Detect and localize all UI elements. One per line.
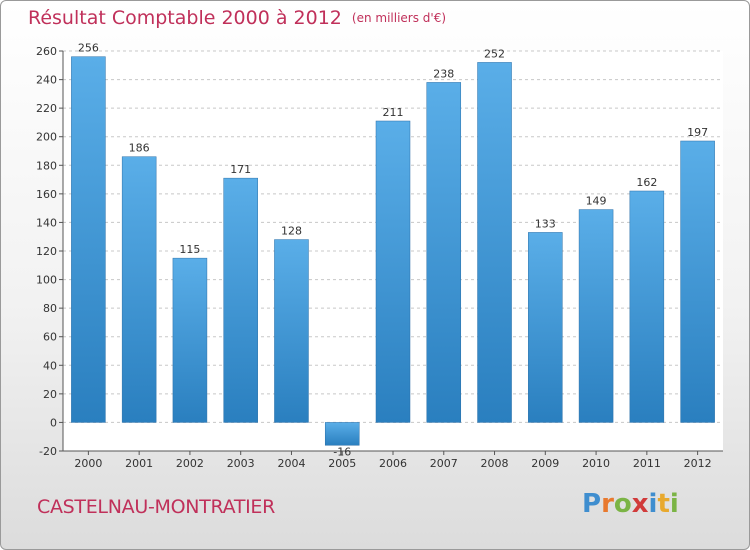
- y-tick-label: 240: [36, 74, 57, 87]
- logo-letter: o: [613, 489, 632, 519]
- data-label: 256: [78, 42, 99, 55]
- logo-letter: t: [657, 489, 670, 519]
- bar: [528, 232, 563, 423]
- y-tick-label: 180: [36, 159, 57, 172]
- x-tick-label: 2007: [430, 457, 458, 470]
- x-tick-label: 2000: [74, 457, 102, 470]
- chart-title: Résultat Comptable 2000 à 2012 (en millie…: [28, 7, 446, 29]
- y-tick-label: -20: [39, 445, 57, 458]
- x-tick-label: 2010: [582, 457, 610, 470]
- x-tick-label: 2008: [481, 457, 509, 470]
- bar: [477, 62, 512, 423]
- y-tick-label: 120: [36, 245, 57, 258]
- y-tick-label: 260: [36, 45, 57, 58]
- data-label: 133: [535, 217, 556, 230]
- data-label: 115: [179, 243, 200, 256]
- bar: [375, 120, 411, 423]
- y-tick-label: 0: [50, 416, 57, 429]
- data-label: 252: [484, 47, 505, 60]
- logo-letter: i: [648, 489, 658, 519]
- x-tick-label: 2001: [125, 457, 153, 470]
- y-tick-label: 200: [36, 131, 57, 144]
- bar: [121, 156, 157, 423]
- data-label: 238: [433, 67, 454, 80]
- data-label: 186: [129, 142, 150, 155]
- bar: [629, 190, 665, 423]
- y-tick-label: 160: [36, 188, 57, 201]
- y-tick-label: 20: [43, 388, 57, 401]
- bar: [578, 209, 614, 423]
- bar: [172, 257, 208, 423]
- y-tick-label: 80: [43, 302, 57, 315]
- x-tick-label: 2003: [227, 457, 255, 470]
- bar: [223, 177, 258, 423]
- y-tick-label: 100: [36, 274, 57, 287]
- data-label: 211: [383, 106, 404, 119]
- data-label: 149: [586, 195, 607, 208]
- x-tick-label: 2009: [531, 457, 559, 470]
- chart-subtitle: (en milliers d'€): [351, 11, 447, 25]
- bar: [274, 239, 309, 423]
- y-tick-label: 220: [36, 102, 57, 115]
- x-tick-label: 2005: [328, 457, 356, 470]
- logo-letter: P: [582, 489, 602, 519]
- data-label: 171: [230, 163, 251, 176]
- x-tick-label: 2011: [633, 457, 661, 470]
- logo-letter: x: [631, 489, 649, 519]
- bar: [680, 140, 715, 423]
- y-tick-label: 60: [43, 331, 57, 344]
- bar: [71, 56, 106, 423]
- chart-title-text: Résultat Comptable 2000 à 2012: [28, 7, 342, 29]
- y-tick-label: 140: [36, 216, 57, 229]
- proxiti-logo[interactable]: Proxiti: [582, 489, 679, 519]
- data-label: 128: [281, 225, 302, 238]
- logo-letter: r: [601, 489, 614, 519]
- logo-letter: i: [669, 489, 679, 519]
- data-label: 197: [687, 126, 708, 139]
- x-tick-label: 2012: [684, 457, 712, 470]
- commune-name: CASTELNAU-MONTRATIER: [37, 496, 276, 518]
- bar: [426, 82, 462, 423]
- x-tick-label: 2002: [176, 457, 204, 470]
- x-tick-label: 2006: [379, 457, 407, 470]
- x-tick-label: 2004: [277, 457, 305, 470]
- y-tick-label: 40: [43, 359, 57, 372]
- bar: [324, 422, 360, 446]
- data-label: 162: [636, 176, 657, 189]
